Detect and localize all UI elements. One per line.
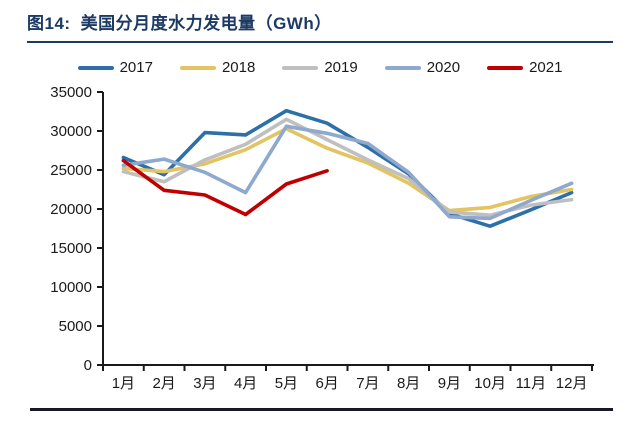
legend-swatch-2017 <box>77 65 114 70</box>
y-axis-label: 35000 <box>50 84 92 101</box>
legend-item-2020: 2020 <box>384 59 461 76</box>
legend-label: 2018 <box>221 59 256 76</box>
x-axis-label: 6月 <box>315 375 338 392</box>
x-axis-label: 10月 <box>474 375 506 392</box>
legend-label: 2019 <box>324 59 358 76</box>
legend-item-2017: 2017 <box>77 59 153 76</box>
legend-label: 2017 <box>119 59 153 76</box>
x-axis-label: 3月 <box>193 375 216 392</box>
series-line-2018 <box>121 126 574 213</box>
figure-title-row: 图14: 美国分月度水力发电量（GWh） <box>0 0 640 34</box>
line-chart: 0 5000 10000 15000 20000 25000 30000 35000 1月 2月 3… <box>50 84 594 392</box>
x-axis-label: 2月 <box>152 375 175 392</box>
y-axis-label: 25000 <box>50 162 92 179</box>
x-axis-label: 12月 <box>556 375 588 392</box>
chart-legend: 2017 2018 2019 2020 2021 <box>0 59 640 76</box>
legend-label: 2021 <box>529 59 563 76</box>
legend-swatch-2021 <box>487 65 524 70</box>
legend-swatch-2019 <box>282 65 319 70</box>
x-axis-label: 8月 <box>397 375 420 392</box>
legend-item-2021: 2021 <box>487 59 562 76</box>
title-divider <box>27 41 613 43</box>
legend-label: 2020 <box>426 59 461 76</box>
legend-item-2019: 2019 <box>282 59 358 76</box>
y-axis-label: 20000 <box>50 201 92 218</box>
x-axis-label: 7月 <box>356 375 379 392</box>
figure-bottom-divider <box>30 408 613 411</box>
figure-label: 图14: <box>27 14 71 33</box>
x-axis-label: 4月 <box>234 375 257 392</box>
series-line-2017 <box>121 108 574 228</box>
legend-item-2018: 2018 <box>179 59 256 76</box>
figure-title: 美国分月度水力发电量（GWh） <box>80 14 332 33</box>
x-axis-label: 11月 <box>516 375 547 392</box>
y-axis-label: 30000 <box>50 123 92 140</box>
y-axis-label: 10000 <box>50 279 92 296</box>
x-axis-label: 9月 <box>438 375 461 392</box>
legend-swatch-2020 <box>384 65 421 70</box>
series-line-2020 <box>121 124 574 221</box>
legend-swatch-2018 <box>179 65 216 70</box>
y-axis-label: 0 <box>84 357 92 374</box>
series-line-2021 <box>121 158 329 217</box>
x-axis-label: 1月 <box>112 375 135 392</box>
x-axis-label: 5月 <box>275 375 298 392</box>
y-axis-label: 15000 <box>50 240 92 257</box>
y-axis-label: 5000 <box>59 318 92 335</box>
